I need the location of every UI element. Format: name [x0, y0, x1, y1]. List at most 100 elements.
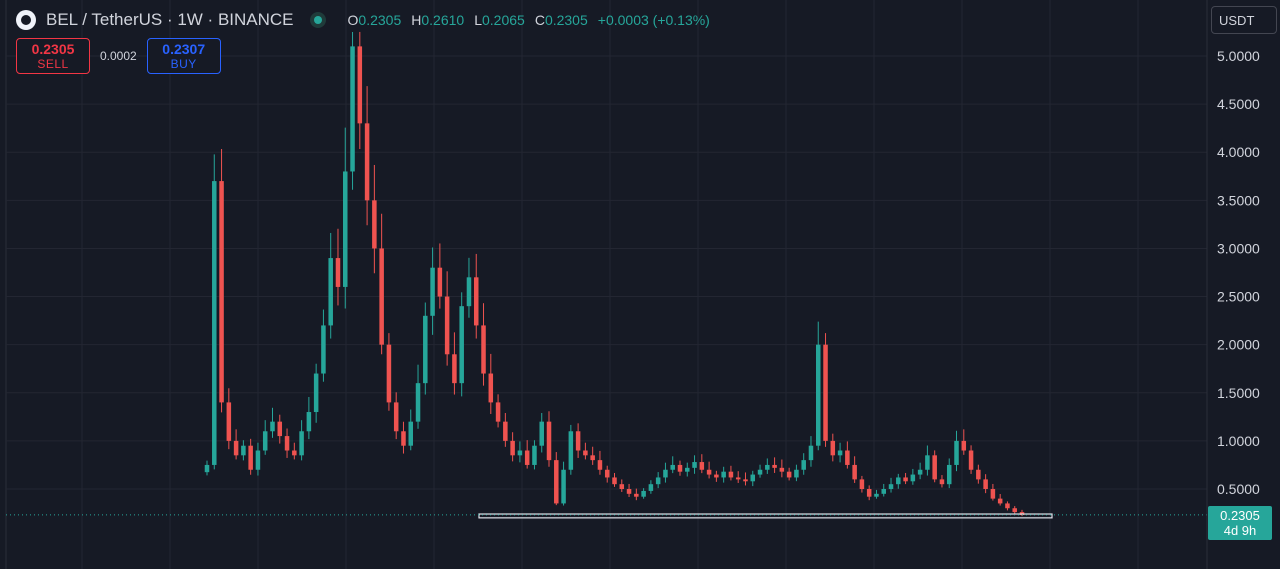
candle-body	[939, 479, 945, 485]
candle	[626, 483, 632, 498]
candle-body	[859, 479, 865, 489]
candle-body	[568, 431, 574, 470]
candle-body	[495, 402, 501, 422]
candle	[786, 467, 792, 481]
candle-body	[845, 450, 850, 465]
candle-body	[619, 484, 625, 489]
candle-body	[976, 469, 981, 480]
candle	[1012, 506, 1017, 515]
candle-body	[313, 373, 319, 413]
candle-body	[335, 258, 341, 287]
candle-body	[503, 421, 508, 441]
candle	[335, 228, 341, 306]
candle-body	[866, 489, 872, 497]
candle	[262, 420, 268, 455]
sell-button[interactable]: 0.2305 SELL	[16, 38, 90, 74]
candle-body	[786, 471, 792, 478]
candle-body	[830, 440, 836, 456]
candle-body	[393, 402, 399, 432]
chart-legend: BEL / TetherUS · 1W · BINANCE O0.2305 H0…	[16, 8, 710, 32]
candle	[663, 462, 668, 483]
candle	[510, 432, 515, 462]
last-price-value: 0.2305	[1220, 508, 1260, 523]
candle-body	[452, 354, 457, 384]
buy-price: 0.2307	[162, 41, 206, 57]
candle	[634, 488, 639, 501]
candle	[823, 333, 828, 447]
candle-body	[648, 484, 654, 491]
candle	[983, 474, 988, 494]
candle	[437, 243, 443, 309]
candle-body	[466, 277, 472, 307]
candle	[328, 232, 333, 339]
candle	[481, 303, 486, 386]
candle-body	[204, 464, 210, 473]
candle	[379, 213, 384, 355]
candle-body	[750, 474, 756, 482]
candle	[641, 488, 646, 499]
candle-body	[277, 421, 283, 437]
candle	[765, 458, 770, 474]
y-tick-label: 4.0000	[1217, 144, 1260, 160]
y-tick-label: 5.0000	[1217, 48, 1260, 64]
candle-body	[706, 469, 712, 475]
candle-body	[699, 462, 705, 470]
candle-body	[634, 493, 639, 497]
candle-body	[226, 402, 232, 441]
candle-body	[241, 445, 246, 456]
support-zone-box[interactable]	[478, 513, 1053, 519]
candle	[241, 440, 246, 461]
candle-body	[823, 344, 828, 441]
y-tick-label: 0.5000	[1217, 481, 1260, 497]
candle	[939, 475, 945, 488]
buy-button[interactable]: 0.2307 BUY	[146, 38, 221, 74]
candle	[685, 462, 690, 477]
chart-grid	[5, 0, 1207, 569]
candle-body	[954, 440, 959, 465]
candle-body	[757, 469, 763, 475]
candle-body	[779, 467, 785, 472]
y-tick-label: 1.0000	[1217, 433, 1260, 449]
candle	[546, 411, 552, 467]
candle-body	[677, 464, 683, 472]
candle-body	[539, 421, 544, 446]
candle	[386, 333, 392, 411]
candle	[808, 436, 814, 467]
candle-body	[532, 445, 537, 465]
candle	[910, 468, 916, 485]
candle	[1005, 501, 1010, 511]
candle-body	[815, 344, 821, 446]
candle	[219, 149, 224, 413]
candle	[954, 430, 959, 472]
candle-body	[408, 421, 414, 446]
candle	[488, 353, 494, 414]
candle	[735, 471, 741, 483]
candle-body	[292, 450, 297, 456]
currency-selector[interactable]: USDT	[1211, 6, 1277, 34]
candle	[750, 470, 756, 487]
candle-body	[575, 431, 581, 451]
candle	[896, 473, 901, 489]
candle-body	[321, 325, 326, 374]
candle-body	[837, 450, 843, 456]
candle	[226, 388, 232, 450]
candle-body	[473, 277, 479, 326]
candle	[968, 445, 974, 474]
candle	[706, 461, 712, 479]
candle	[270, 407, 275, 438]
candle	[204, 460, 210, 476]
candle	[655, 472, 661, 489]
candle	[321, 309, 326, 382]
symbol-title[interactable]: BEL / TetherUS · 1W · BINANCE	[46, 10, 294, 29]
candle	[452, 332, 457, 395]
candle-body	[881, 489, 886, 494]
candle	[794, 464, 799, 482]
candle	[444, 271, 450, 366]
candle-body	[364, 123, 370, 201]
market-status-icon[interactable]	[309, 12, 326, 28]
candle	[925, 445, 930, 476]
candle-body	[983, 479, 988, 489]
candle-body	[604, 469, 610, 478]
candle-body	[612, 477, 617, 485]
